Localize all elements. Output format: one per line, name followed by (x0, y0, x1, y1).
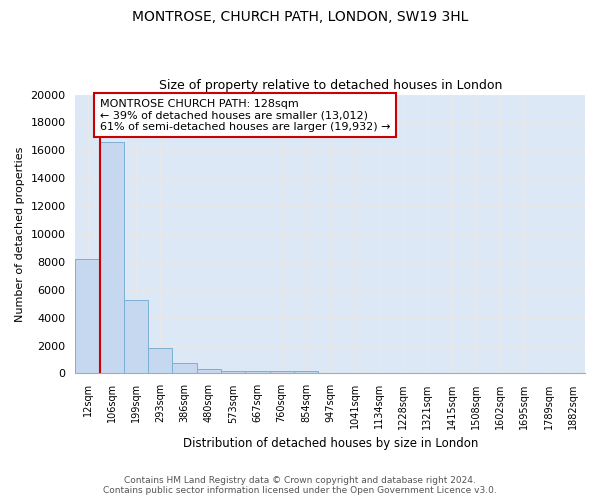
Text: MONTROSE, CHURCH PATH, LONDON, SW19 3HL: MONTROSE, CHURCH PATH, LONDON, SW19 3HL (132, 10, 468, 24)
Bar (100, 142, 124, 374)
X-axis label: Distribution of detached houses by size in London: Distribution of detached houses by size … (182, 437, 478, 450)
Bar (76, 259, 100, 374)
Y-axis label: Number of detached properties: Number of detached properties (15, 146, 25, 322)
Bar (221, 370, 245, 374)
Bar (269, 371, 294, 374)
Title: Size of property relative to detached houses in London: Size of property relative to detached ho… (158, 79, 502, 92)
Bar (172, 364, 197, 374)
Text: MONTROSE CHURCH PATH: 128sqm
← 39% of detached houses are smaller (13,012)
61% o: MONTROSE CHURCH PATH: 128sqm ← 39% of de… (100, 98, 390, 132)
Text: Contains HM Land Registry data © Crown copyright and database right 2024.
Contai: Contains HM Land Registry data © Crown c… (103, 476, 497, 495)
Bar (148, 348, 172, 374)
Bar (197, 369, 221, 374)
Bar (245, 370, 269, 374)
Bar (124, 300, 148, 374)
Bar (294, 372, 318, 374)
